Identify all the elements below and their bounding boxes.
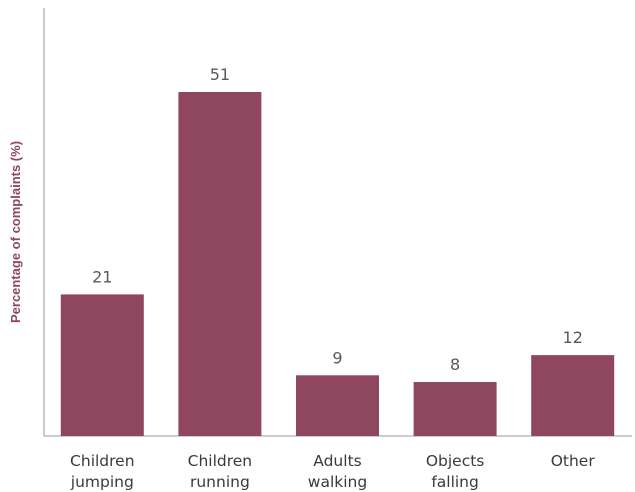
value-label-adults-walking: 9: [332, 348, 342, 367]
x-tick-label-other: Other: [551, 452, 596, 470]
value-label-other: 12: [563, 328, 583, 347]
x-tick-label-objects-falling: Objects falling: [426, 452, 485, 491]
x-tick-label-adults-walking: Adults walking: [308, 452, 367, 491]
x-tick-label-line: jumping: [70, 473, 134, 491]
x-tick-label-line: Children: [188, 452, 253, 470]
bar-objects-falling: [413, 382, 497, 436]
x-tick-label-children-jumping: Children jumping: [70, 452, 135, 491]
x-tick-label-children-running: Children running: [188, 452, 253, 491]
bar-children-running: [178, 92, 262, 436]
value-label-children-running: 51: [210, 65, 230, 84]
x-tick-label-line: Objects: [426, 452, 485, 470]
bar-adults-walking: [296, 375, 379, 436]
value-label-children-jumping: 21: [92, 267, 112, 286]
bar-other: [531, 355, 615, 436]
x-tick-label-line: walking: [308, 473, 367, 491]
y-axis-title: Percentage of complaints (%): [8, 141, 23, 323]
x-tick-label-line: falling: [431, 473, 479, 491]
x-tick-label-line: Adults: [313, 452, 361, 470]
x-tick-label-group: Children jumping Children running Adults walk…: [70, 452, 596, 491]
x-tick-label-line: running: [190, 473, 250, 491]
bar-children-jumping: [60, 294, 144, 436]
bar-group: [60, 92, 615, 436]
value-label-group: 21 51 9 8 12: [92, 65, 583, 374]
x-tick-label-line: Other: [551, 452, 596, 470]
value-label-objects-falling: 8: [450, 355, 460, 374]
x-tick-label-line: Children: [70, 452, 135, 470]
